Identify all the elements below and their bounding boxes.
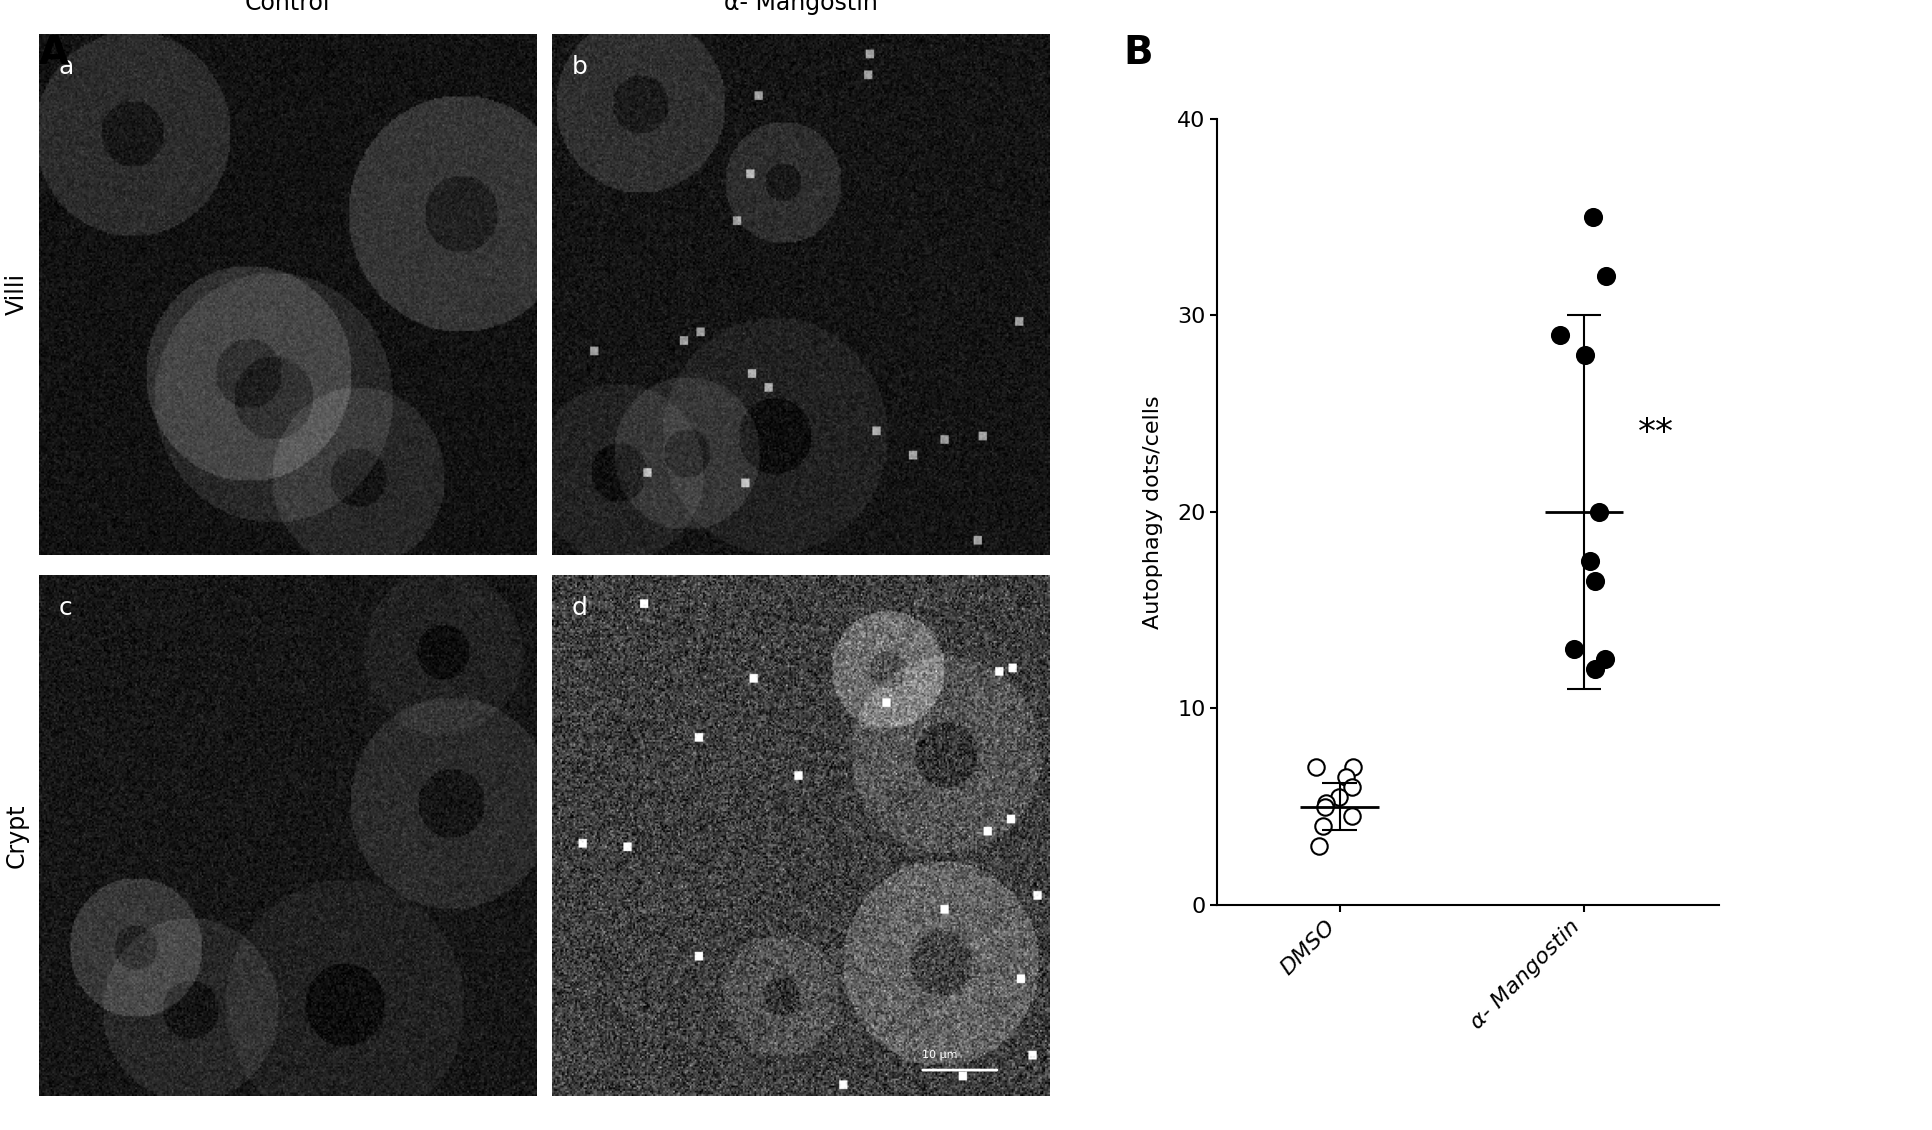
Point xyxy=(1337,758,1368,776)
Text: 10 μm: 10 μm xyxy=(922,1050,958,1060)
Text: α- Mangostin: α- Mangostin xyxy=(724,0,877,15)
Point xyxy=(1580,572,1611,590)
Point xyxy=(1559,641,1590,659)
Text: c: c xyxy=(58,597,71,620)
Text: d: d xyxy=(572,597,587,620)
Text: Crypt: Crypt xyxy=(6,803,29,868)
Point xyxy=(1323,788,1354,806)
Point xyxy=(1578,208,1609,226)
Y-axis label: Autophagy dots/cells: Autophagy dots/cells xyxy=(1144,396,1163,628)
Point xyxy=(1304,837,1335,855)
Point xyxy=(1308,817,1339,835)
Text: a: a xyxy=(58,54,73,79)
Point xyxy=(1300,758,1331,776)
Text: A: A xyxy=(39,34,70,72)
Text: b: b xyxy=(572,54,587,79)
Point xyxy=(1590,650,1621,668)
Point xyxy=(1337,808,1368,826)
Point xyxy=(1578,660,1609,678)
Text: Villi: Villi xyxy=(6,273,29,315)
Text: Control: Control xyxy=(245,0,330,15)
Point xyxy=(1310,793,1341,811)
Point xyxy=(1575,551,1605,570)
Text: B: B xyxy=(1122,34,1153,72)
Point xyxy=(1590,267,1621,285)
Point xyxy=(1337,777,1368,796)
Point xyxy=(1569,346,1600,364)
Point xyxy=(1544,325,1575,344)
Text: **: ** xyxy=(1638,416,1673,450)
Point xyxy=(1310,798,1341,816)
Point xyxy=(1584,503,1615,521)
Point xyxy=(1331,768,1362,786)
